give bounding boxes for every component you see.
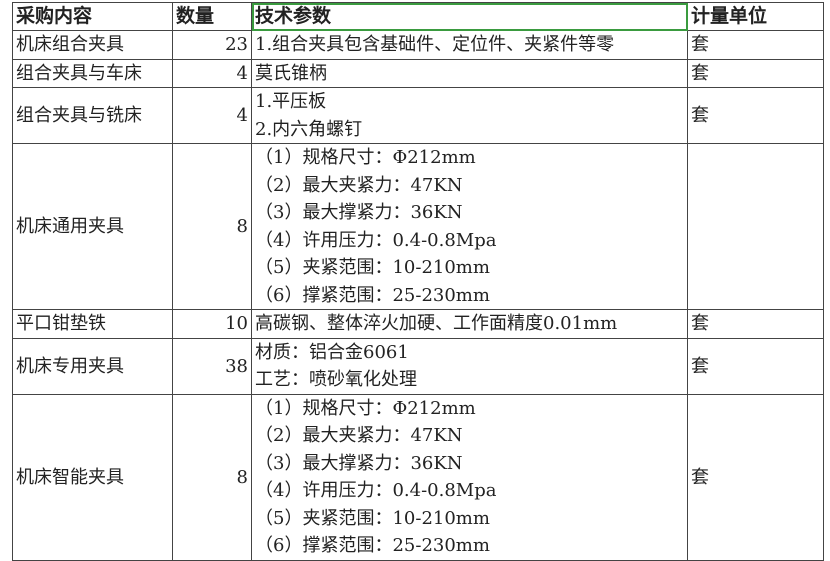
table-row: 组合夹具与铣床 4 1.平压板 2.内六角螺钉 套 [12, 87, 824, 144]
param-line: （6）撑紧范围：25-230mm [255, 535, 490, 557]
cell-unit[interactable]: 套 [687, 30, 824, 60]
cell-unit[interactable] [687, 142, 824, 311]
param-line: 2.内六角螺钉 [255, 118, 363, 140]
table-row: 机床智能夹具 8 （1）规格尺寸：Φ212mm （2）最大夹紧力：47KN （3）最大撑… [12, 393, 824, 561]
header-row: 采购内容 数量 技术参数 计量单位 [12, 2, 824, 31]
param-line: （5）夹紧范围：10-210mm [255, 257, 490, 279]
cell-unit[interactable]: 套 [687, 337, 824, 395]
cell-qty[interactable]: 23 [172, 30, 252, 60]
param-line: 高碳钢、整体淬火加硬、工作面精度0.01mm [255, 313, 618, 335]
cell-params[interactable]: （1）规格尺寸：Φ212mm （2）最大夹紧力：47KN （3）最大撑紧力：36KN… [251, 393, 688, 561]
param-line: （3）最大撑紧力：36KN [255, 202, 463, 224]
param-line: （6）撑紧范围：25-230mm [255, 284, 490, 306]
cell-qty[interactable]: 8 [172, 142, 252, 311]
param-line: （2）最大夹紧力：47KN [255, 174, 463, 196]
header-cell-item[interactable]: 采购内容 [12, 2, 173, 31]
spreadsheet-grid: 采购内容 数量 技术参数 计量单位 机床组合夹具 23 1.组合夹具包含基础件、定位… [12, 2, 824, 561]
cell-unit[interactable]: 套 [687, 393, 824, 561]
header-cell-params[interactable]: 技术参数 [251, 2, 688, 31]
cell-qty[interactable]: 4 [172, 58, 252, 88]
param-line: 材质：铝合金6061 [255, 341, 409, 363]
cell-item[interactable]: 机床专用夹具 [12, 337, 173, 395]
cell-unit[interactable]: 套 [687, 87, 824, 144]
header-cell-unit[interactable]: 计量单位 [687, 2, 824, 31]
cell-unit[interactable]: 套 [687, 58, 824, 88]
param-line: （4）许用压力：0.4-0.8Mpa [255, 229, 497, 251]
table-row: 平口钳垫铁 10 高碳钢、整体淬火加硬、工作面精度0.01mm 套 [12, 309, 824, 339]
table-row: 机床通用夹具 8 （1）规格尺寸：Φ212mm （2）最大夹紧力：47KN （3）最大撑… [12, 142, 824, 311]
cell-item[interactable]: 平口钳垫铁 [12, 309, 173, 339]
cell-params[interactable]: 1.组合夹具包含基础件、定位件、夹紧件等零 [251, 30, 688, 60]
cell-qty[interactable]: 38 [172, 337, 252, 395]
cell-item[interactable]: 组合夹具与铣床 [12, 87, 173, 144]
cell-unit[interactable]: 套 [687, 309, 824, 339]
cell-qty[interactable]: 10 [172, 309, 252, 339]
cell-item[interactable]: 组合夹具与车床 [12, 58, 173, 88]
param-line: （1）规格尺寸：Φ212mm [255, 397, 476, 419]
table-row: 组合夹具与车床 4 莫氏锥柄 套 [12, 58, 824, 88]
cell-params[interactable]: 莫氏锥柄 [251, 58, 688, 88]
header-cell-qty[interactable]: 数量 [172, 2, 252, 31]
cell-params[interactable]: 材质：铝合金6061 工艺：喷砂氧化处理 [251, 337, 688, 395]
param-line: 莫氏锥柄 [255, 62, 327, 84]
param-line: （1）规格尺寸：Φ212mm [255, 147, 476, 169]
param-line: 工艺：喷砂氧化处理 [255, 369, 417, 391]
param-line: （3）最大撑紧力：36KN [255, 452, 463, 474]
param-line: 1.组合夹具包含基础件、定位件、夹紧件等零 [255, 34, 615, 55]
cell-item[interactable]: 机床智能夹具 [12, 393, 173, 561]
cell-params[interactable]: 1.平压板 2.内六角螺钉 [251, 87, 688, 144]
cell-params[interactable]: 高碳钢、整体淬火加硬、工作面精度0.01mm [251, 309, 688, 339]
table-row: 机床专用夹具 38 材质：铝合金6061 工艺：喷砂氧化处理 套 [12, 337, 824, 395]
cell-qty[interactable]: 4 [172, 87, 252, 144]
param-line: 1.平压板 [255, 91, 327, 112]
param-line: （2）最大夹紧力：47KN [255, 425, 463, 447]
param-line: （5）夹紧范围：10-210mm [255, 507, 490, 529]
cell-qty[interactable]: 8 [172, 393, 252, 561]
cell-params[interactable]: （1）规格尺寸：Φ212mm （2）最大夹紧力：47KN （3）最大撑紧力：36KN… [251, 142, 688, 311]
cell-item[interactable]: 机床组合夹具 [12, 30, 173, 60]
param-line: （4）许用压力：0.4-0.8Mpa [255, 480, 497, 502]
table-row: 机床组合夹具 23 1.组合夹具包含基础件、定位件、夹紧件等零 套 [12, 30, 824, 60]
cell-item[interactable]: 机床通用夹具 [12, 142, 173, 311]
